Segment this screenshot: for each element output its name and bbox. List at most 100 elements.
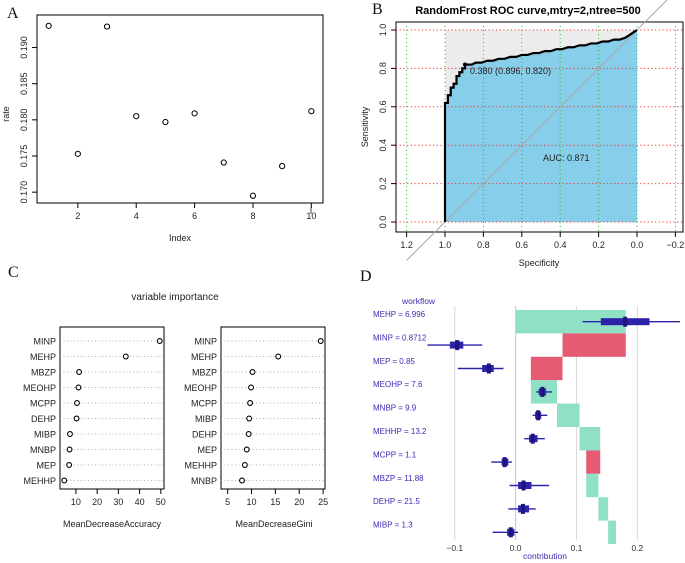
panel-label-d: D	[360, 268, 372, 285]
panel-d-bar	[586, 450, 601, 474]
panel-a-frame	[36, 14, 324, 204]
panel-d-breakdown: workflow MEHP = 6.996 MINP = 0.8712 MEP = …	[373, 296, 680, 561]
panel-a-ylabel: rate	[1, 106, 11, 122]
panel-a-xtick-label: 10	[306, 211, 316, 221]
panel-a-point	[103, 23, 111, 30]
panel-c2-point	[246, 415, 253, 422]
panel-c2-category-label: MBZP	[192, 368, 217, 378]
panel-d-xtick-label: 0.1	[571, 543, 583, 553]
panel-b-ytick-label: 0.2	[378, 177, 388, 190]
panel-d-median	[540, 386, 545, 397]
panel-c1-point	[122, 353, 129, 360]
panel-d-median	[536, 410, 541, 421]
panel-a-xtick-label: 6	[192, 211, 197, 221]
panel-a-annotation: I	[310, 206, 313, 216]
panel-a-point	[308, 108, 315, 115]
panel-a-point	[220, 159, 227, 166]
panel-d-median	[486, 363, 491, 374]
panel-b-xlabel: Specificity	[519, 258, 560, 268]
panel-d-category-label: MEP = 0.85	[373, 357, 415, 366]
panel-c2-frame	[220, 326, 326, 490]
panel-c1-category-label: MEHHP	[23, 476, 56, 486]
panel-c1-category-label: MNBP	[30, 445, 56, 455]
panel-c1-point	[75, 384, 82, 391]
panel-a-xlabel: Index	[169, 233, 192, 243]
panel-d-legend-title: workflow	[401, 296, 436, 306]
panel-a-ytick-label: 0.190	[19, 36, 29, 59]
panel-c2-category-label: MIBP	[195, 414, 217, 424]
panel-a-xtick-label: 8	[250, 211, 255, 221]
panel-a-point	[133, 113, 140, 120]
panel-b-diagonal	[406, 0, 668, 261]
panel-d-bar	[586, 473, 599, 498]
panel-c2-point	[243, 446, 250, 453]
panel-c2-category-label: MEHHP	[184, 461, 217, 471]
panel-c2-category-label: MCPP	[191, 399, 217, 409]
panel-c2-category-label: DEHP	[192, 430, 217, 440]
panel-d-category-label: MEOHP = 7.6	[373, 380, 423, 389]
panel-d-bar	[608, 520, 617, 544]
panel-c2-xtick-label: 25	[318, 497, 328, 507]
panel-c1-xtick-label: 30	[113, 497, 123, 507]
panel-d-median	[508, 527, 513, 538]
panel-c1-xlabel: MeanDecreaseAccuracy	[63, 519, 162, 529]
panel-c1-category-label: MCPP	[30, 399, 56, 409]
panel-c2-point	[245, 431, 252, 437]
panel-d-xlabel: contribution	[523, 551, 567, 561]
panel-d-median	[520, 503, 525, 514]
panel-b-xtick-label: 1.0	[439, 240, 452, 250]
panel-b-ytick-label: 0.4	[378, 139, 388, 152]
panel-c2-point	[275, 353, 282, 360]
panel-a-xtick-label: 2	[75, 211, 80, 221]
panel-a-point	[45, 22, 52, 29]
panel-label-b: B	[372, 1, 383, 18]
panel-b-xtick-label: 1.2	[400, 240, 413, 250]
panel-b-xtick-label: 0.2	[592, 240, 605, 250]
panel-a-scatter: Index rate I 2 4 6 8 10 0.170 0.175 0.180 0.185 0…	[1, 14, 324, 243]
panel-b-xtick-label: 0.8	[477, 240, 490, 250]
panel-b-ytick-label: 0.8	[378, 62, 388, 75]
panel-a-point	[191, 110, 198, 117]
panel-d-bar	[530, 356, 563, 381]
panel-c2-xtick-label: 5	[225, 497, 230, 507]
panel-d-category-label: MCPP = 1.1	[373, 450, 417, 459]
panel-c2-xtick-label: 15	[270, 497, 280, 507]
panel-b-title: RandomFrost ROC curve,mtry=2,ntree=500	[415, 5, 641, 17]
panel-b-best-point	[462, 62, 467, 67]
panel-c1-category-label: MEOHP	[23, 383, 56, 393]
panel-d-category-label: MIBP = 1.3	[373, 521, 413, 530]
panel-d-bar	[598, 497, 609, 521]
panel-d-category-label: MNBP = 9.9	[373, 404, 417, 413]
panel-d-xtick-label: −0.1	[446, 543, 463, 553]
panel-a-ytick-label: 0.175	[19, 145, 29, 168]
panel-a-point	[162, 118, 169, 126]
panel-b-xtick-label: 0.0	[631, 240, 644, 250]
panel-b-roc: RandomFrost ROC curve,mtry=2,ntree=500 1…	[360, 0, 684, 268]
panel-c1-point	[66, 462, 73, 468]
panel-c1-point	[73, 415, 80, 422]
panel-a-ytick-label: 0.185	[19, 72, 29, 95]
panel-b-roc-curve	[443, 29, 638, 222]
panel-b-ytick-label: 1.0	[378, 24, 388, 37]
panel-a-ytick-label: 0.180	[19, 109, 29, 132]
panel-d-xtick-label: 0.2	[631, 543, 643, 553]
panel-d-bar	[562, 333, 626, 357]
panel-d-bar	[579, 427, 601, 451]
panel-d-median	[455, 340, 460, 351]
panel-c1-category-label: MBZP	[31, 368, 56, 378]
panel-c1-category-label: MEHP	[30, 352, 56, 362]
panel-d-category-label: MEHHP = 13.2	[373, 427, 427, 436]
panel-c2-point	[239, 477, 245, 484]
panel-c1-xtick-label: 50	[156, 497, 166, 507]
panel-c1-category-label: MEP	[36, 461, 56, 471]
panel-d-category-label: MINP = 0.8712	[373, 333, 427, 342]
panel-c2-point	[249, 369, 256, 375]
panel-c2-xtick-label: 20	[294, 497, 304, 507]
panel-d-category-label: MBZP = 11.88	[373, 474, 424, 483]
panel-c1-point	[66, 446, 73, 453]
panel-d-bar	[515, 310, 626, 334]
panel-a-point	[279, 163, 286, 170]
panel-b-xtick-label: −0.2	[667, 240, 685, 250]
panel-c2-category-label: MEOHP	[184, 383, 217, 393]
panel-b-upper-area	[445, 30, 637, 222]
